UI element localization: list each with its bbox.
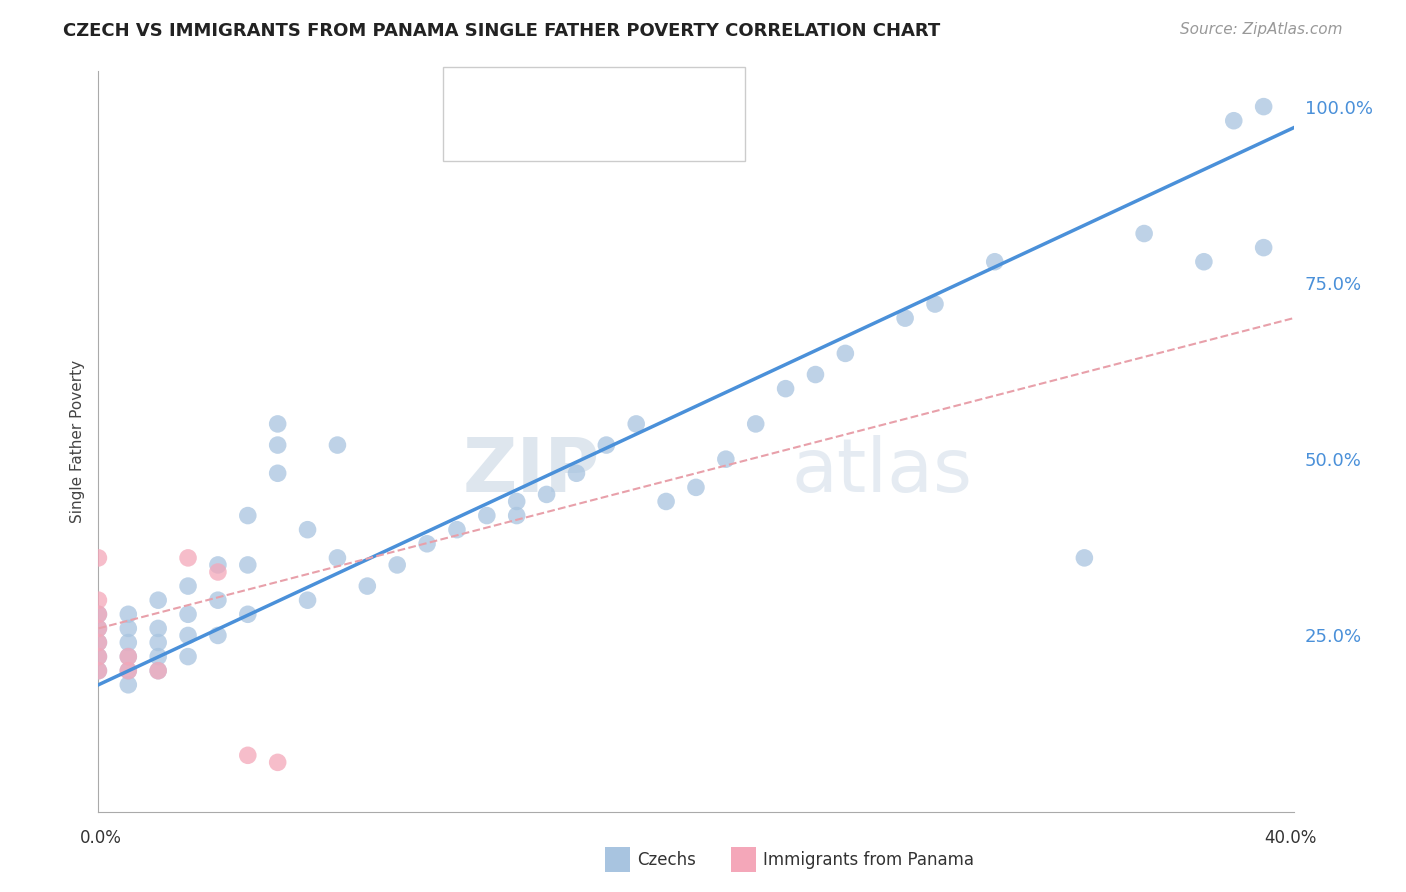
Point [236,558,259,572]
Point [626,417,648,431]
Point [595,438,617,452]
Point [207,565,229,579]
Point [148,664,170,678]
Point [1253,241,1275,255]
Text: R = 0.521   N = 61: R = 0.521 N = 61 [488,85,672,103]
Point [1253,100,1275,114]
Point [177,628,200,642]
Text: ZIP: ZIP [463,434,600,508]
Point [775,382,797,396]
Point [117,649,139,664]
Point [148,664,170,678]
Point [506,508,529,523]
Text: CZECH VS IMMIGRANTS FROM PANAMA SINGLE FATHER POVERTY CORRELATION CHART: CZECH VS IMMIGRANTS FROM PANAMA SINGLE F… [63,22,941,40]
Point [87,649,110,664]
Point [87,607,110,622]
Text: R = 0.141   N = 14: R = 0.141 N = 14 [488,120,672,138]
Point [267,417,290,431]
Point [87,607,110,622]
Point [177,550,200,565]
Point [236,508,259,523]
Point [297,593,319,607]
Point [87,635,110,649]
Point [416,537,439,551]
Point [87,621,110,635]
Point [117,635,139,649]
Text: Source: ZipAtlas.com: Source: ZipAtlas.com [1180,22,1343,37]
Point [87,593,110,607]
Point [536,487,558,501]
Point [148,621,170,635]
Point [267,467,290,481]
Point [117,664,139,678]
Point [326,550,349,565]
Point [87,550,110,565]
Point [148,593,170,607]
Point [984,254,1007,268]
Point [117,664,139,678]
Point [117,621,139,635]
Point [87,635,110,649]
Point [1073,550,1095,565]
Point [87,621,110,635]
Point [236,748,259,763]
Point [834,346,856,360]
Point [267,438,290,452]
Point [207,593,229,607]
Point [745,417,768,431]
Point [177,579,200,593]
Point [714,452,737,467]
Point [804,368,827,382]
Point [924,297,946,311]
Point [446,523,468,537]
Point [236,607,259,622]
Text: Immigrants from Panama: Immigrants from Panama [763,851,974,869]
Point [506,494,529,508]
Point [117,607,139,622]
Point [655,494,678,508]
Point [148,649,170,664]
Point [356,579,378,593]
Point [565,467,588,481]
Point [207,558,229,572]
Point [87,664,110,678]
Point [148,635,170,649]
Point [685,480,707,494]
Point [177,649,200,664]
Point [475,508,498,523]
Point [894,311,917,326]
Y-axis label: Single Father Poverty: Single Father Poverty [69,360,84,523]
Text: atlas: atlas [792,434,973,508]
Point [326,438,349,452]
Text: 40.0%: 40.0% [1264,829,1317,847]
Point [177,607,200,622]
Point [117,678,139,692]
Point [117,649,139,664]
Point [267,756,290,770]
Point [87,664,110,678]
Point [1192,254,1215,268]
Point [87,649,110,664]
Text: Czechs: Czechs [637,851,696,869]
Point [385,558,409,572]
Text: 0.0%: 0.0% [80,829,122,847]
Point [1133,227,1156,241]
Point [297,523,319,537]
Point [1223,113,1246,128]
Point [207,628,229,642]
